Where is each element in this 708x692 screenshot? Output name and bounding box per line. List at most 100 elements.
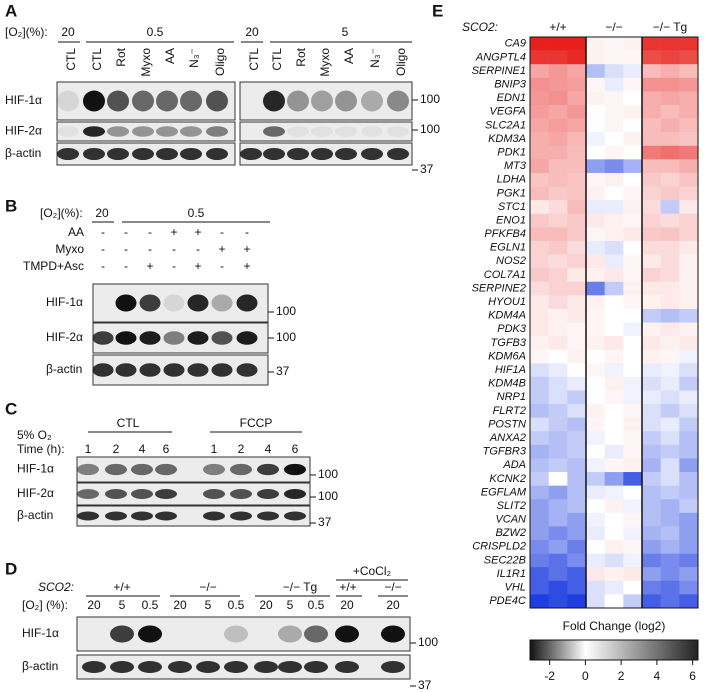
blot-band <box>131 463 153 476</box>
panel-letter: B <box>5 196 17 215</box>
heatmap-cell <box>642 526 661 541</box>
heatmap-cell <box>679 349 699 364</box>
heatmap-cell <box>660 458 680 473</box>
heatmap-cell <box>604 77 624 92</box>
genotype-label: SCO2: <box>462 20 498 34</box>
heatmap-cell <box>586 159 605 174</box>
o2-value: 20 <box>340 598 354 612</box>
heatmap-cell <box>604 363 624 378</box>
treatment-sign: - <box>124 259 128 273</box>
heatmap-cell <box>586 50 605 65</box>
heatmap-cell <box>586 417 605 432</box>
heatmap-cell <box>604 295 624 310</box>
heatmap-cell <box>604 580 624 595</box>
heatmap-cell <box>548 104 568 119</box>
heatmap-cell <box>660 118 680 133</box>
heatmap-cell <box>567 50 587 65</box>
gene-label: PFKFB4 <box>484 228 526 240</box>
heatmap-cell <box>586 390 605 405</box>
heatmap-cell <box>567 240 587 255</box>
heatmap-cell <box>604 145 624 160</box>
heatmap-cell <box>567 145 587 160</box>
heatmap-cell <box>567 363 587 378</box>
heatmap-cell <box>604 240 624 255</box>
blot-band <box>361 90 383 112</box>
heatmap-cell <box>660 472 680 486</box>
heatmap-cell <box>530 458 549 473</box>
size-marker: 100 <box>418 635 438 649</box>
heatmap-cell <box>530 172 549 187</box>
blot-band <box>224 625 248 643</box>
heatmap-cell <box>586 553 605 568</box>
heatmap-cell <box>567 553 587 568</box>
blot-band <box>387 90 409 112</box>
blot-band <box>230 463 252 476</box>
blot-band <box>230 511 252 521</box>
blot-band <box>163 363 185 377</box>
heatmap-cell <box>604 499 624 514</box>
condition: 5 <box>342 25 349 39</box>
group-label: −/− <box>199 580 216 594</box>
heatmap-cell <box>623 458 643 473</box>
gene-label: ADA <box>502 459 526 471</box>
blot-band <box>83 90 105 112</box>
heatmap-cell <box>604 540 624 554</box>
heatmap-cell <box>530 444 549 459</box>
blot-band <box>105 511 127 521</box>
size-marker: 100 <box>318 489 338 503</box>
heatmap-cell <box>586 349 605 364</box>
heatmap-cell <box>679 567 699 582</box>
lane-label: N₃⁻ <box>368 48 382 68</box>
heatmap-cell <box>679 363 699 378</box>
heatmap-cell <box>604 458 624 473</box>
heatmap-cell <box>548 540 568 554</box>
heatmap-cell <box>567 227 587 242</box>
gene-label: LDHA <box>497 174 526 186</box>
heatmap-cell <box>679 336 699 350</box>
heatmap-cell <box>660 227 680 242</box>
heatmap-cell <box>530 77 549 92</box>
o2-value: 20 <box>386 598 400 612</box>
heatmap-cell <box>660 485 680 500</box>
heatmap-cell <box>642 567 661 582</box>
heatmap-cell <box>567 172 587 187</box>
treatment-sign: + <box>243 259 250 273</box>
heatmap-cell <box>548 322 568 337</box>
heatmap-cell <box>586 281 605 296</box>
blot-band <box>211 363 233 377</box>
panel-letter: C <box>5 399 17 418</box>
group-label: −/− <box>605 20 622 34</box>
heatmap-cell <box>548 145 568 160</box>
group-label: CTL <box>117 416 140 430</box>
heatmap-cell <box>586 485 605 500</box>
heatmap-cell <box>567 390 587 405</box>
gene-label: HIF1A <box>495 364 526 376</box>
heatmap-cell <box>679 444 699 459</box>
gene-label: KDM4B <box>488 378 526 390</box>
heatmap-cell <box>679 77 699 92</box>
heatmap-cell <box>530 512 549 527</box>
heatmap-cell <box>548 431 568 446</box>
heatmap-cell <box>548 485 568 500</box>
heatmap-cell <box>604 512 624 527</box>
heatmap-cell <box>586 200 605 215</box>
heatmap-cell <box>679 322 699 337</box>
blot-band <box>92 331 114 345</box>
heatmap-cell <box>642 200 661 215</box>
blot-band <box>83 126 105 137</box>
heatmap-cell <box>567 526 587 541</box>
heatmap-cell <box>548 512 568 527</box>
blot-band <box>311 126 333 137</box>
colorbar-tick-label: 2 <box>618 669 625 683</box>
heatmap-cell <box>642 91 661 106</box>
gene-label: ENO1 <box>496 214 526 226</box>
heatmap-cell <box>567 472 587 486</box>
time-value: 1 <box>211 442 218 456</box>
blot-band <box>236 363 258 377</box>
heatmap-cell <box>642 50 661 65</box>
time-value: 6 <box>163 442 170 456</box>
gene-label: SLC2A1 <box>485 119 526 131</box>
treatment-sign: + <box>243 242 250 256</box>
heatmap-cell <box>530 553 549 568</box>
heatmap-frame <box>529 36 699 609</box>
